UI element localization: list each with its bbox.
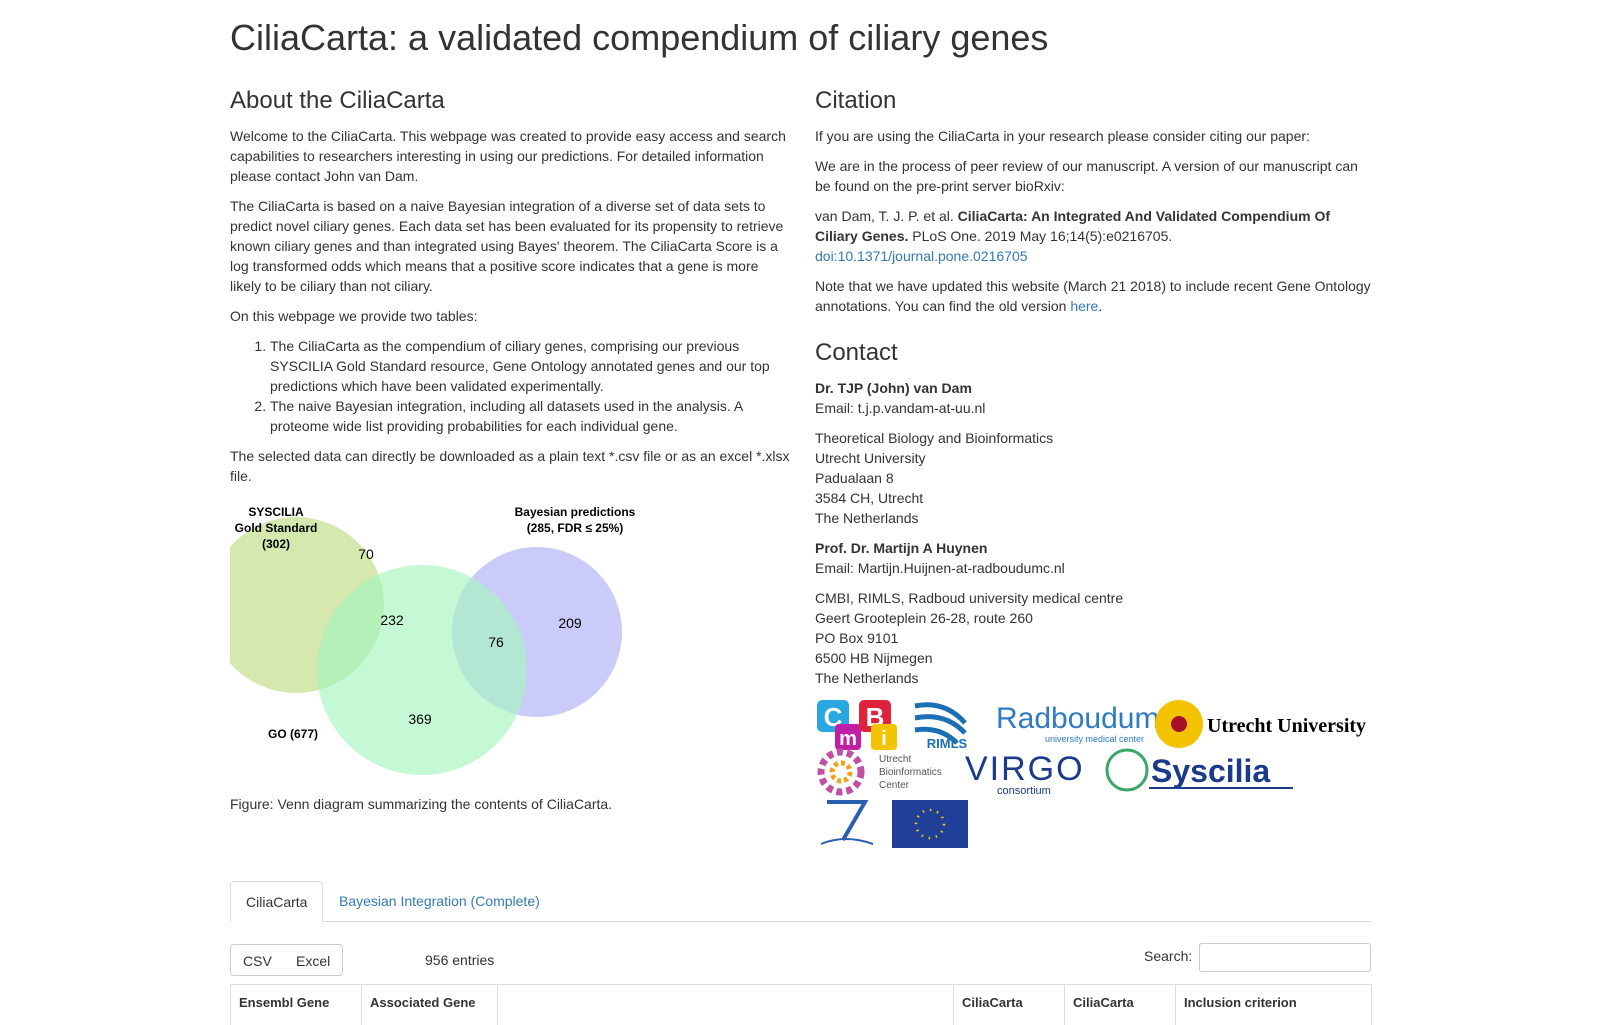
address-line: The Netherlands bbox=[815, 670, 919, 686]
tab[interactable]: Bayesian Integration (Complete) bbox=[339, 893, 540, 909]
syscilia-logo: Syscilia bbox=[1105, 748, 1293, 792]
venn-count: 232 bbox=[380, 612, 404, 628]
venn-label: (285, FDR ≤ 25%) bbox=[527, 521, 624, 535]
entries-info: 956 entries bbox=[425, 952, 495, 968]
paragraph: The CiliaCarta is based on a naive Bayes… bbox=[230, 198, 784, 294]
excel-button[interactable]: Excel bbox=[284, 944, 344, 976]
address: CMBI, RIMLS, Radboud university medical … bbox=[815, 588, 1375, 688]
logo-text: Syscilia bbox=[1151, 753, 1270, 789]
about-column: About the CiliaCarta Welcome to the Cili… bbox=[230, 86, 790, 824]
venn-label: SYSCILIA bbox=[248, 505, 304, 519]
about-heading: About the CiliaCarta bbox=[230, 87, 445, 114]
logo-letter: i bbox=[881, 728, 887, 750]
logo-text: Bioinformatics bbox=[879, 767, 942, 778]
column-header[interactable]: Associated Gene bbox=[361, 985, 497, 1025]
address-line: Utrecht University bbox=[815, 450, 926, 466]
note-end: . bbox=[1098, 298, 1103, 314]
paragraph: The selected data can directly be downlo… bbox=[230, 448, 790, 484]
table-header: Ensembl Gene Associated Gene CiliaCarta … bbox=[230, 984, 1372, 1025]
paragraph: We are in the process of peer review of … bbox=[815, 158, 1358, 194]
search-input[interactable] bbox=[1199, 943, 1371, 972]
address-line: The Netherlands bbox=[815, 510, 919, 526]
column-header[interactable] bbox=[497, 985, 953, 1025]
authors: van Dam, T. J. P. et al. bbox=[815, 208, 954, 224]
venn-count: 76 bbox=[488, 634, 504, 650]
venn-count: 70 bbox=[358, 546, 374, 562]
venn-label: GO (677) bbox=[268, 727, 318, 741]
csv-button[interactable]: CSV bbox=[230, 944, 285, 976]
table-list: The CiliaCarta as the compendium of cili… bbox=[230, 336, 790, 436]
update-note: Note that we have updated this website (… bbox=[815, 276, 1375, 316]
venn-label: Gold Standard bbox=[235, 521, 318, 535]
uu-logo: Utrecht University bbox=[1155, 700, 1366, 748]
address-line: Theoretical Biology and Bioinformatics bbox=[815, 430, 1054, 446]
address: Theoretical Biology and Bioinformatics Ut… bbox=[815, 428, 1375, 528]
logo-text: Center bbox=[879, 780, 910, 791]
venn-circle-go bbox=[317, 565, 527, 775]
venn-count: 369 bbox=[408, 711, 432, 727]
column-header[interactable]: Inclusion criterion bbox=[1175, 985, 1372, 1025]
citation-heading: Citation bbox=[815, 87, 897, 114]
figure-caption: Figure: Venn diagram summarizing the con… bbox=[230, 796, 613, 812]
person-email: Email: t.j.p.vandam-at-uu.nl bbox=[815, 400, 986, 416]
old-version-link[interactable]: here bbox=[1070, 298, 1099, 314]
logo-text: Radboudumc bbox=[996, 702, 1174, 735]
logo-text: Utrecht University bbox=[1207, 715, 1366, 737]
contact-person: Prof. Dr. Martijn A Huynen Email: Martijn… bbox=[815, 538, 1375, 578]
logos: C m B i RIMLS Radboudumc university medi… bbox=[817, 700, 1366, 848]
logo-text: RIMLS bbox=[927, 736, 968, 751]
tab[interactable]: CiliaCarta bbox=[230, 881, 324, 923]
journal: PLoS One. 2019 May 16;14(5):e0216705. bbox=[912, 228, 1173, 244]
contact-heading: Contact bbox=[815, 339, 898, 366]
doi-link[interactable]: doi:10.1371/journal.pone.0216705 bbox=[815, 248, 1028, 264]
address-line: CMBI, RIMLS, Radboud university medical … bbox=[815, 590, 1124, 606]
column-header[interactable]: Ensembl Gene bbox=[230, 985, 361, 1025]
address-line: Padualaan 8 bbox=[815, 470, 894, 486]
address-line: 3584 CH, Utrecht bbox=[815, 490, 924, 506]
paragraph: If you are using the CiliaCarta in your … bbox=[815, 128, 1310, 144]
logo-text: VIRGO bbox=[965, 750, 1085, 788]
page-title: CiliaCarta: a validated compendium of ci… bbox=[230, 17, 1049, 58]
person-name: Dr. TJP (John) van Dam bbox=[815, 380, 972, 396]
ubc-logo: Utrecht Bioinformatics Center bbox=[817, 748, 942, 796]
paper-title: CiliaCarta: An Integrated And Validated … bbox=[815, 208, 1331, 244]
logo-text: university medical center bbox=[1045, 734, 1144, 744]
note-text: Note that we have updated this website (… bbox=[815, 278, 1371, 314]
cmbi-logo: C m B i bbox=[817, 700, 897, 750]
address-line: PO Box 9101 bbox=[815, 630, 899, 646]
venn-label: (302) bbox=[262, 537, 290, 551]
logo-letter: m bbox=[839, 728, 857, 750]
list-item: The CiliaCarta as the compendium of cili… bbox=[270, 336, 790, 396]
right-column: Citation If you are using the CiliaCarta… bbox=[815, 86, 1375, 850]
person-name: Prof. Dr. Martijn A Huynen bbox=[815, 540, 988, 556]
page: {"title":"CiliaCarta: a validated compen… bbox=[0, 0, 1600, 1000]
venn-count: 209 bbox=[558, 615, 582, 631]
search-label: Search: bbox=[1144, 948, 1193, 964]
eu-flag bbox=[892, 800, 968, 848]
column-header[interactable]: CiliaCarta bbox=[953, 985, 1064, 1025]
venn-label: Bayesian predictions bbox=[515, 505, 636, 519]
reference: van Dam, T. J. P. et al. CiliaCarta: An … bbox=[815, 206, 1375, 266]
address-line: Geert Grooteplein 26-28, route 260 bbox=[815, 610, 1033, 626]
contact-list: Dr. TJP (John) van Dam Email: t.j.p.vanda… bbox=[815, 378, 1375, 688]
person-email: Email: Martijn.Huijnen-at-radboudumc.nl bbox=[815, 560, 1065, 576]
paragraph: On this webpage we provide two tables: bbox=[230, 308, 478, 324]
rimls-logo: RIMLS bbox=[914, 702, 968, 751]
venn-diagram: SYSCILIA Gold Standard (302) Bayesian pr… bbox=[230, 505, 636, 775]
contact-person: Dr. TJP (John) van Dam Email: t.j.p.vanda… bbox=[815, 378, 1375, 418]
paragraph: Welcome to the CiliaCarta. This webpage … bbox=[230, 128, 786, 184]
logo-text: Utrecht bbox=[879, 754, 911, 765]
fp7-logo bbox=[820, 800, 874, 845]
list-item: The naive Bayesian integration, includin… bbox=[270, 396, 790, 436]
address-line: 6500 HB Nijmegen bbox=[815, 650, 933, 666]
tab-bar: CiliaCarta Bayesian Integration (Complet… bbox=[230, 881, 1372, 923]
column-header[interactable]: CiliaCarta bbox=[1064, 985, 1175, 1025]
logo-text: consortium bbox=[997, 785, 1051, 797]
